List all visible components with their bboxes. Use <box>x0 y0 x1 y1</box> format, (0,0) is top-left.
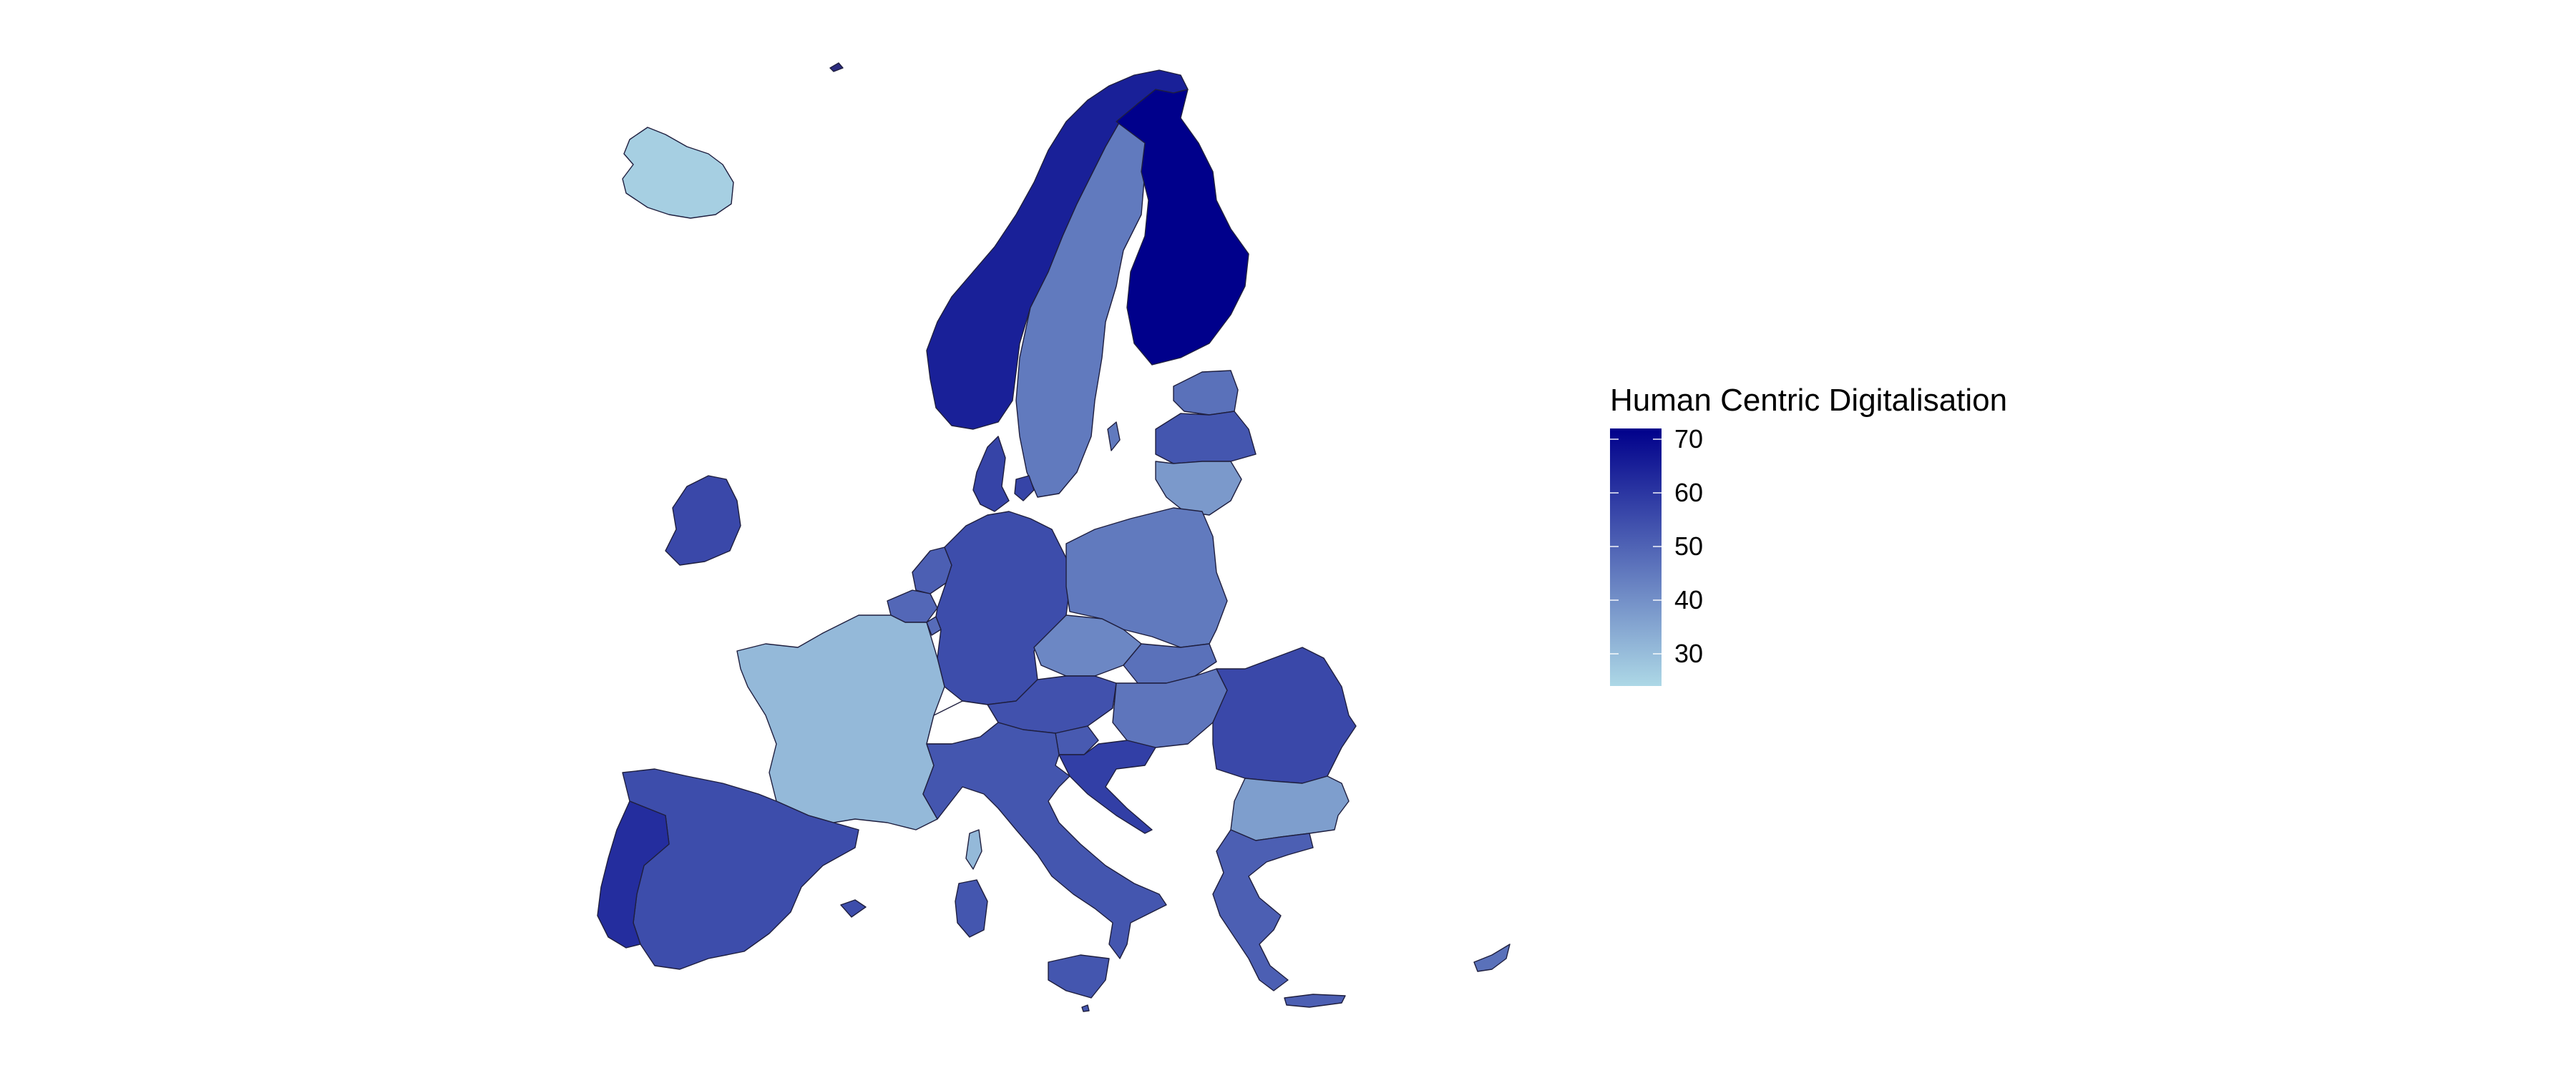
country-pol <box>1065 507 1228 648</box>
country-bgr <box>1230 775 1350 841</box>
country-swe-gotland <box>1107 421 1121 451</box>
country-ita-sicily <box>1048 954 1110 999</box>
country-irl <box>665 475 741 566</box>
legend-tick-label: 30 <box>1674 639 1704 668</box>
country-mlt <box>1081 1004 1090 1012</box>
legend-body: 70 60 50 40 30 <box>1610 424 2007 686</box>
country-fra-corsica <box>965 829 982 870</box>
country-ita <box>922 722 1167 959</box>
country-cyp <box>1473 944 1511 972</box>
country-rou <box>1212 647 1357 784</box>
country-isl <box>622 127 734 219</box>
country-lva <box>1155 411 1257 464</box>
country-hrv <box>1058 740 1156 834</box>
country-ltu <box>1155 461 1242 516</box>
country-dnk-zealand <box>1014 475 1035 501</box>
country-grc-crete <box>1284 994 1346 1008</box>
country-esp-balearic <box>840 899 867 918</box>
country-deu <box>935 511 1070 705</box>
legend-tick-label: 50 <box>1674 531 1704 561</box>
legend-tick-label: 40 <box>1674 585 1704 614</box>
legend-tick-label: 60 <box>1674 478 1704 507</box>
country-swe <box>1015 103 1156 498</box>
legend-title: Human Centric Digitalisation <box>1610 383 2008 418</box>
country-fin <box>1116 89 1249 366</box>
color-legend: Human Centric Digitalisation 70 60 50 40 30 <box>1610 383 2007 686</box>
country-est <box>1173 370 1239 416</box>
country-dnk <box>972 436 1010 512</box>
legend-tick-label: 70 <box>1674 424 1704 454</box>
legend-colorbar <box>1610 428 1662 686</box>
country-grc <box>1212 829 1314 991</box>
country-svalbard-speck <box>829 62 844 72</box>
country-prt <box>597 800 670 949</box>
country-ita-sardinia <box>955 879 988 938</box>
